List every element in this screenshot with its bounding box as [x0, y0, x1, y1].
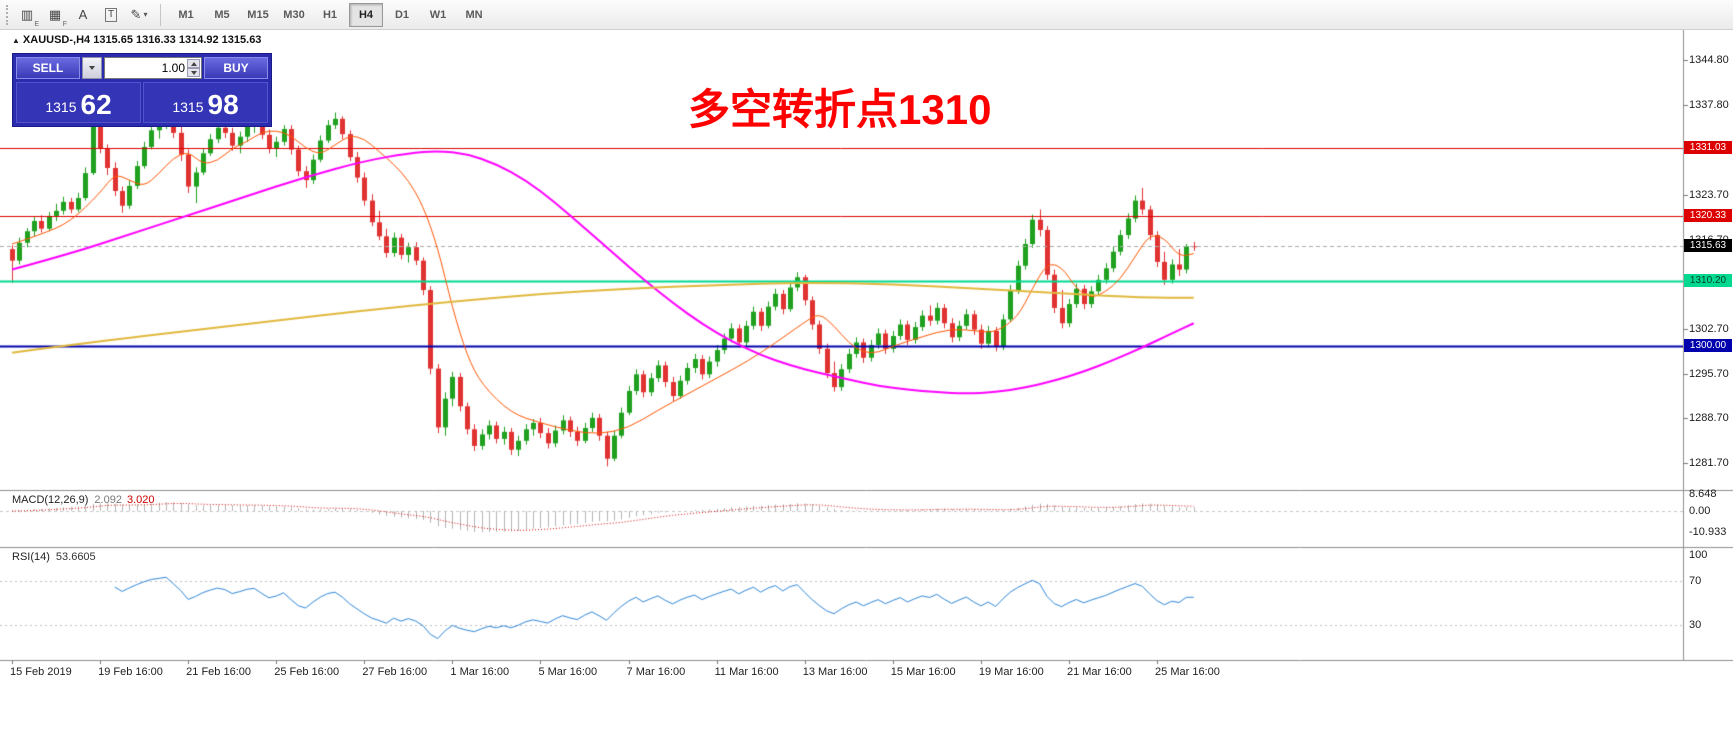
chevron-down-icon: [89, 66, 95, 70]
toolbar-grip: [6, 4, 8, 25]
collapse-arrow-icon: ▲: [12, 36, 20, 45]
timeframe-button-mn[interactable]: MN: [465, 8, 483, 21]
timeframe-button-m15[interactable]: M15: [247, 8, 269, 21]
timeframe-button-h4[interactable]: H4: [349, 2, 383, 27]
rsi-indicator-label: RSI(14) 53.6605: [12, 551, 96, 563]
chart-tools-group: ▥ E ▦ F A T ✎ ▾: [13, 2, 153, 28]
text-label-icon[interactable]: A: [78, 7, 88, 22]
volume-dropdown-button[interactable]: [82, 57, 102, 79]
buy-price-main: 1315: [172, 99, 204, 115]
buy-price-pips: 98: [207, 89, 239, 120]
macd-indicator-label: MACD(12,26,9) 2.092 3.020: [12, 494, 154, 506]
sell-price-pips: 62: [80, 89, 112, 120]
indicator-grid-icon[interactable]: ▦ F: [48, 6, 67, 28]
timeframe-buttons-group: M1 M5 M15 M30 H1 H4 D1 W1 MN: [168, 2, 492, 27]
chart-window: 1344.80 1337.80 1323.70 1316.70 1302.70 1295.…: [0, 30, 1733, 753]
volume-input[interactable]: [105, 58, 201, 78]
volume-up-button[interactable]: [187, 59, 200, 68]
rsi-name: RSI(14): [12, 551, 50, 563]
chevron-down-icon: [190, 70, 197, 75]
macd-name: MACD(12,26,9): [12, 494, 89, 506]
macd-signal-value: 3.020: [126, 494, 155, 506]
timeframe-button-w1[interactable]: W1: [429, 8, 447, 21]
timeframe-button-d1[interactable]: D1: [394, 8, 410, 21]
volume-spinner: [187, 59, 200, 77]
main-toolbar: ▥ E ▦ F A T ✎ ▾ M1 M5 M15 M30 H1 H4 D1 W1 MN: [0, 0, 1733, 30]
one-click-trading-panel: SELL BUY 1315 62 1315 98: [12, 53, 272, 127]
volume-field: [104, 57, 202, 79]
sell-price-main: 1315: [45, 99, 77, 115]
drawing-tools-icon[interactable]: ✎ ▾: [130, 6, 148, 22]
macd-main-value: 2.092: [94, 494, 122, 506]
chart-canvas[interactable]: [0, 30, 1733, 753]
volume-down-button[interactable]: [187, 68, 200, 77]
chevron-down-icon: ▾: [143, 10, 148, 19]
sell-price-display[interactable]: 1315 62: [16, 82, 141, 123]
rsi-value: 53.6605: [55, 551, 96, 563]
chart-annotation-text: 多空转折点1310: [688, 86, 992, 133]
text-box-icon[interactable]: T: [97, 2, 125, 28]
buy-price-display[interactable]: 1315 98: [143, 82, 268, 123]
timeframe-button-m5[interactable]: M5: [214, 8, 230, 21]
candlestick-chart-icon[interactable]: ▥ E: [20, 6, 39, 28]
chevron-up-icon: [190, 61, 197, 66]
symbol-info: ▲ XAUUSD-,H4 1315.65 1316.33 1314.92 1315…: [12, 34, 261, 46]
timeframe-button-h1[interactable]: H1: [322, 8, 338, 21]
buy-button[interactable]: BUY: [204, 57, 268, 79]
toolbar-separator: [160, 3, 161, 26]
symbol-ohlc-text: XAUUSD-,H4 1315.65 1316.33 1314.92 1315.…: [22, 34, 262, 46]
sell-button[interactable]: SELL: [16, 57, 80, 79]
timeframe-button-m1[interactable]: M1: [178, 8, 194, 21]
timeframe-button-m30[interactable]: M30: [283, 8, 305, 21]
